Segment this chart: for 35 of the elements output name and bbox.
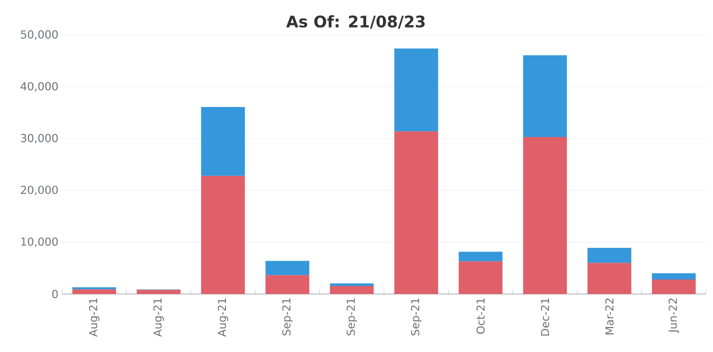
bar [458,252,502,262]
bar [136,290,180,294]
bar [330,283,374,286]
x-tick-label: Jun-22 [668,298,679,334]
bar [652,279,696,294]
y-tick-label: 40,000 [20,82,58,92]
bar [523,137,567,294]
x-tick-label: Aug-21 [218,298,228,337]
x-tick-label: Aug-21 [153,298,164,337]
bar [523,55,567,138]
x-tick-label: Oct-21 [476,298,485,334]
bar [266,260,310,276]
y-tick-label: 0 [52,290,58,298]
chart-title: As Of: 21/08/23 [286,15,425,29]
bar [201,107,245,176]
bar [652,273,696,280]
x-tick-label: Sep-21 [411,298,422,336]
bar [330,286,374,294]
x-tick-label: Aug-21 [89,298,100,337]
x-tick-label: Sep-21 [346,298,358,336]
x-tick-label: Mar-22 [605,298,614,334]
bar [394,131,438,294]
bar [588,262,632,294]
bar [458,261,502,294]
bar [588,248,632,263]
bar [72,289,116,294]
bar [201,176,245,294]
x-tick-label: Sep-21 [282,298,293,336]
y-tick-label: 10,000 [21,238,58,247]
bar [394,48,438,132]
y-tick-label: 30,000 [20,134,58,144]
y-tick-label: 20,000 [20,186,58,196]
y-tick-label: 50,000 [20,30,58,40]
x-tick-label: Dec-21 [540,298,550,336]
bar [266,275,310,294]
